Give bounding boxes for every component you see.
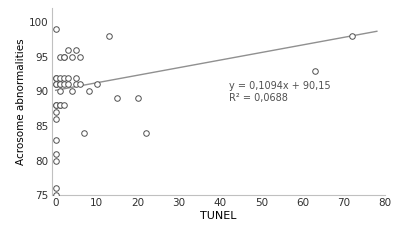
Point — [135, 96, 141, 100]
Point — [73, 83, 80, 86]
Point — [52, 76, 59, 79]
Point — [56, 103, 63, 107]
Point — [52, 152, 59, 155]
Point — [73, 76, 80, 79]
Point — [52, 27, 59, 31]
Point — [56, 76, 63, 79]
Y-axis label: Acrosome abnormalities: Acrosome abnormalities — [16, 38, 26, 165]
Point — [52, 138, 59, 142]
Point — [56, 55, 63, 59]
Point — [52, 103, 59, 107]
Point — [114, 96, 121, 100]
Point — [73, 48, 80, 52]
Point — [65, 76, 71, 79]
Point — [69, 90, 75, 93]
Point — [94, 83, 100, 86]
Point — [65, 83, 71, 86]
Point — [61, 55, 67, 59]
Point — [52, 83, 59, 86]
Point — [312, 69, 318, 72]
Point — [52, 83, 59, 86]
Point — [81, 131, 88, 135]
Point — [52, 117, 59, 121]
Point — [56, 83, 63, 86]
Point — [52, 103, 59, 107]
Point — [143, 131, 150, 135]
Point — [77, 83, 84, 86]
Point — [77, 55, 84, 59]
Text: y = 0,1094x + 90,15
R² = 0,0688: y = 0,1094x + 90,15 R² = 0,0688 — [229, 81, 330, 103]
Point — [85, 90, 92, 93]
Point — [61, 76, 67, 79]
Point — [52, 76, 59, 79]
Point — [65, 48, 71, 52]
Point — [56, 103, 63, 107]
X-axis label: TUNEL: TUNEL — [200, 211, 236, 221]
Point — [61, 103, 67, 107]
Point — [52, 186, 59, 190]
Point — [349, 34, 355, 38]
Point — [106, 34, 112, 38]
Point — [61, 55, 67, 59]
Point — [56, 83, 63, 86]
Point — [56, 90, 63, 93]
Point — [52, 110, 59, 114]
Point — [61, 83, 67, 86]
Point — [69, 55, 75, 59]
Point — [52, 159, 59, 162]
Point — [52, 193, 59, 197]
